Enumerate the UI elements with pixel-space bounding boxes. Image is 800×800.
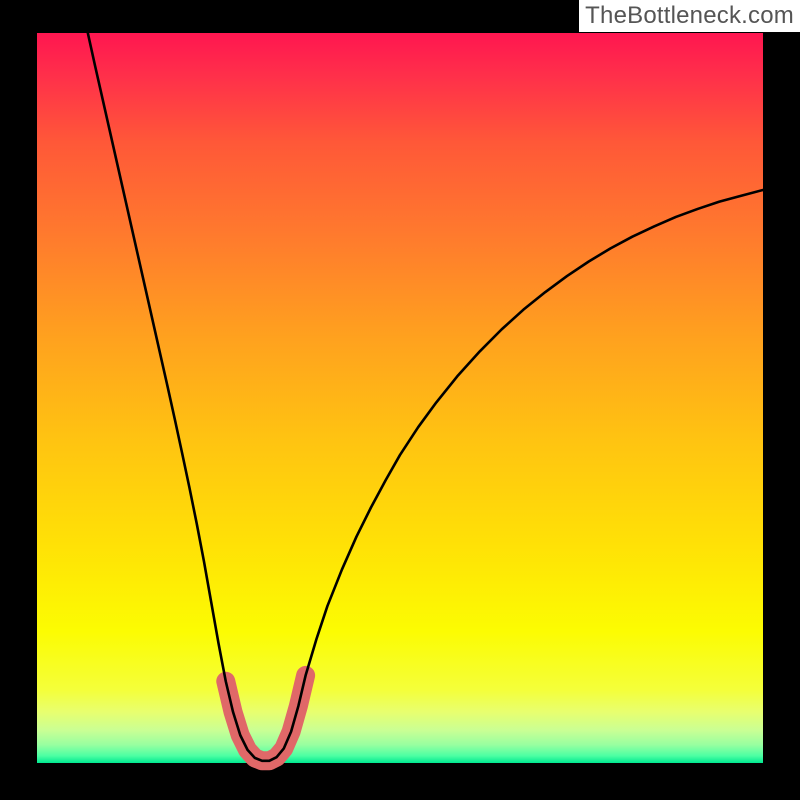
bottleneck-plot	[0, 0, 800, 800]
plot-background	[37, 33, 763, 763]
watermark-label: TheBottleneck.com	[579, 0, 800, 32]
chart-frame: TheBottleneck.com	[0, 0, 800, 800]
